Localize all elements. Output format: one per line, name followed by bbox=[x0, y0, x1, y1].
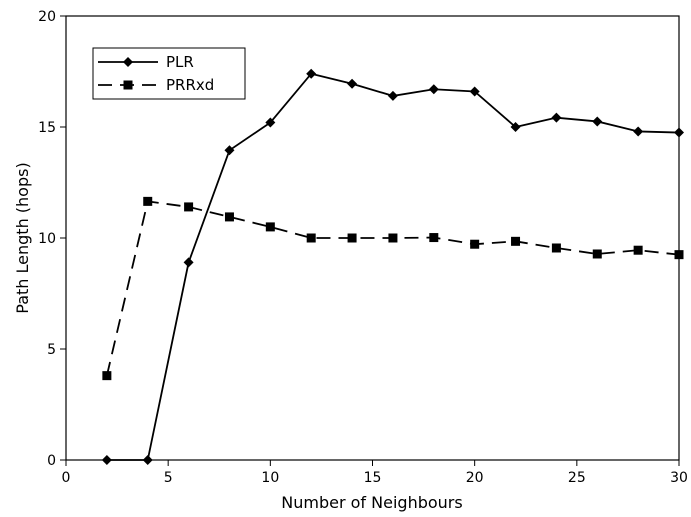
x-tick-label: 25 bbox=[568, 470, 586, 486]
data-point-plr bbox=[469, 86, 480, 97]
data-point-prrxd bbox=[143, 196, 153, 206]
x-tick-label: 20 bbox=[466, 470, 484, 486]
y-tick-label: 15 bbox=[38, 120, 56, 136]
series-prrxd bbox=[102, 196, 684, 381]
data-point-prrxd bbox=[470, 239, 480, 249]
y-tick-label: 0 bbox=[47, 453, 56, 469]
data-point-prrxd bbox=[674, 250, 684, 260]
y-axis-label: Path Length (hops) bbox=[13, 162, 32, 313]
data-point-prrxd bbox=[224, 212, 234, 222]
legend-item-plr: PLR bbox=[98, 53, 194, 71]
y-tick-label: 10 bbox=[38, 231, 56, 247]
legend-marker-plr bbox=[123, 57, 133, 67]
data-point-prrxd bbox=[633, 245, 643, 255]
legend-item-prrxd: PRRxd bbox=[98, 76, 214, 94]
x-tick-label: 10 bbox=[261, 470, 279, 486]
legend: PLR PRRxd bbox=[92, 47, 246, 100]
data-point-prrxd bbox=[388, 233, 398, 243]
data-point-plr bbox=[551, 112, 562, 123]
data-point-plr bbox=[183, 257, 194, 268]
data-point-prrxd bbox=[347, 233, 357, 243]
y-tick-label: 20 bbox=[38, 9, 56, 25]
series-line-plr bbox=[106, 72, 680, 461]
data-point-plr bbox=[674, 127, 684, 138]
legend-label-prrxd: PRRxd bbox=[166, 76, 214, 94]
data-point-plr bbox=[101, 455, 112, 465]
data-point-prrxd bbox=[551, 243, 561, 253]
data-point-plr bbox=[142, 455, 153, 465]
series-plr bbox=[101, 68, 684, 465]
data-point-prrxd bbox=[306, 233, 316, 243]
legend-marker-prrxd bbox=[123, 80, 133, 90]
data-point-plr bbox=[633, 126, 644, 137]
x-tick-label: 30 bbox=[670, 470, 688, 486]
data-point-prrxd bbox=[184, 202, 194, 212]
data-point-prrxd bbox=[511, 236, 521, 246]
x-tick-label: 0 bbox=[62, 470, 71, 486]
data-point-plr bbox=[428, 84, 439, 95]
series-line-prrxd bbox=[105, 200, 680, 376]
legend-box bbox=[92, 47, 246, 100]
x-tick-label: 15 bbox=[364, 470, 382, 486]
data-point-prrxd bbox=[592, 249, 602, 259]
series-layer bbox=[101, 68, 684, 465]
data-point-plr bbox=[347, 78, 358, 89]
data-point-prrxd bbox=[102, 371, 112, 381]
data-point-plr bbox=[387, 90, 398, 101]
data-point-prrxd bbox=[265, 222, 275, 232]
x-axis-label: Number of Neighbours bbox=[281, 493, 462, 512]
data-point-prrxd bbox=[429, 233, 439, 243]
axis-ticks: 0 5 10 15 20 25 30 0 5 10 15 20 bbox=[38, 9, 688, 486]
data-point-plr bbox=[224, 145, 235, 156]
x-tick-label: 5 bbox=[164, 470, 173, 486]
y-tick-label: 5 bbox=[47, 342, 56, 358]
data-point-plr bbox=[306, 68, 317, 79]
data-point-plr bbox=[265, 117, 276, 128]
data-point-plr bbox=[510, 122, 521, 132]
legend-label-plr: PLR bbox=[166, 53, 194, 71]
data-point-plr bbox=[592, 116, 603, 127]
